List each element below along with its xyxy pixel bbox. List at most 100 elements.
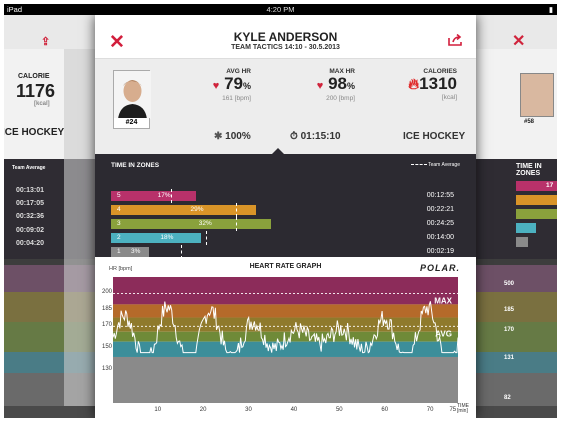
duration: ⏱︎ 01:15:10 bbox=[290, 131, 341, 142]
max-hr-bpm: 200 [bmp] bbox=[326, 95, 355, 102]
zone-bar-1: 1 3% bbox=[111, 247, 149, 257]
close-icon: ✕ bbox=[512, 33, 526, 50]
bg-zone-pct: 17 bbox=[546, 182, 554, 189]
bg-time: 00:13:01 bbox=[16, 187, 45, 194]
session-subtitle: TEAM TACTICS 14:10 - 30.5.2013 bbox=[231, 44, 340, 51]
team-average-marker bbox=[180, 245, 182, 259]
bg-time: 00:09:02 bbox=[16, 227, 45, 234]
bg-time: 00:17:05 bbox=[16, 200, 45, 207]
zone-number: 2 bbox=[117, 234, 121, 241]
team-average-marker bbox=[170, 189, 172, 203]
y-tick-label: 130 bbox=[101, 366, 112, 373]
status-bar: iPad 4:20 PM ▮ bbox=[4, 4, 557, 15]
player-number: #24 bbox=[113, 118, 150, 129]
bg-zone-bar bbox=[516, 195, 557, 205]
zone-bar-4: 4 29% bbox=[111, 205, 256, 215]
max-hr-stat: MAX HR ♥ 98% 200 [bmp] bbox=[295, 68, 355, 102]
bg-hr-tick: 170 bbox=[504, 327, 515, 333]
clock: 4:20 PM bbox=[266, 5, 295, 14]
zone-bar-2: 2 18% bbox=[111, 233, 201, 243]
y-tick-label: 200 bbox=[101, 289, 112, 296]
bg-zones-title: TIME IN ZONES bbox=[516, 163, 542, 177]
close-button[interactable]: ✕ bbox=[109, 32, 125, 53]
background-card-right[interactable]: ✕ #58 TIME IN ZONES 17 500 185 170 131 8… bbox=[476, 15, 557, 418]
team-average-marker bbox=[205, 231, 207, 245]
max-label: MAX bbox=[434, 296, 452, 305]
zone-time: 00:14:00 bbox=[426, 234, 454, 241]
bg-hr-tick: 131 bbox=[504, 355, 515, 361]
team-average-marker bbox=[235, 203, 237, 217]
hr-zone-band bbox=[113, 304, 458, 318]
hr-zone-band bbox=[113, 277, 458, 305]
bg-avatar bbox=[520, 73, 554, 117]
bg-sport: ICE HOCKEY bbox=[4, 127, 65, 138]
calories-value: 1310 bbox=[419, 74, 457, 93]
zone-time: 00:24:25 bbox=[426, 220, 454, 227]
flame-icon: 🔥︎ bbox=[408, 76, 420, 93]
device-label: iPad bbox=[7, 5, 23, 14]
avg-label: AVG bbox=[435, 329, 452, 338]
avatar bbox=[113, 70, 151, 119]
hr-zone-band bbox=[113, 356, 458, 403]
max-hr-percent: % bbox=[346, 81, 355, 91]
x-unit-time: TIME bbox=[457, 403, 469, 409]
battery-icon: ▮ bbox=[548, 5, 553, 14]
share-icon: ⇪ bbox=[41, 36, 51, 48]
x-tick-label: 10 bbox=[154, 407, 162, 413]
avg-hr-bpm: 161 [bpm] bbox=[222, 95, 251, 102]
time-in-zones-panel: TIME IN ZONES Team Average 5 17% 00:12:55 4… bbox=[95, 154, 476, 259]
y-tick-label: 185 bbox=[101, 305, 112, 312]
training-load: ✱ 100% bbox=[214, 131, 251, 142]
team-average-marker bbox=[235, 217, 237, 231]
athlete-name: KYLE ANDERSON bbox=[233, 30, 338, 44]
zone-percent: 17% bbox=[157, 192, 171, 199]
sport-label: ICE HOCKEY bbox=[403, 131, 466, 142]
hr-trace bbox=[113, 301, 458, 354]
zone-number: 1 bbox=[117, 248, 121, 255]
athlete-detail-modal: ✕ KYLE ANDERSON TEAM TACTICS 14:10 - 30.… bbox=[95, 15, 476, 418]
bg-calorie-unit: [kcal] bbox=[34, 101, 50, 107]
bg-team-average: Team Average bbox=[12, 165, 46, 171]
x-tick-label: 70 bbox=[426, 407, 434, 413]
bg-calorie-value: 1176 bbox=[16, 81, 56, 101]
calories-unit: [kcal] bbox=[441, 94, 457, 101]
share-icon[interactable] bbox=[448, 34, 462, 46]
calories-stat: CALORIES 🔥︎1310 [kcal] bbox=[395, 68, 457, 101]
max-hr-label: MAX HR bbox=[329, 68, 355, 75]
zone-percent: 29% bbox=[190, 206, 204, 213]
bg-player-number: #58 bbox=[524, 119, 535, 125]
bg-hr-tick: 82 bbox=[504, 395, 511, 401]
calories-label: CALORIES bbox=[423, 68, 457, 75]
zone-time: 00:12:55 bbox=[426, 192, 454, 199]
x-tick-label: 60 bbox=[381, 407, 389, 413]
x-unit-min: [min] bbox=[457, 408, 468, 414]
bg-zone-bar bbox=[516, 237, 528, 247]
bg-time: 00:32:36 bbox=[16, 213, 45, 220]
x-tick-label: 40 bbox=[290, 407, 298, 413]
legend-label: Team Average bbox=[428, 162, 460, 168]
zone-percent: 3% bbox=[131, 248, 141, 255]
bg-time: 00:04:20 bbox=[16, 240, 45, 247]
heart-icon: ♥ bbox=[212, 80, 220, 92]
x-tick-label: 20 bbox=[199, 407, 207, 413]
duration-value: 01:15:10 bbox=[300, 131, 341, 142]
zone-number: 5 bbox=[117, 192, 121, 199]
y-tick-label: 150 bbox=[101, 344, 112, 351]
zone-percent: 18% bbox=[160, 234, 174, 241]
zones-title: TIME IN ZONES bbox=[111, 162, 160, 169]
bg-zone-bar bbox=[516, 223, 536, 233]
hr-plot: MAX AVG bbox=[113, 277, 458, 403]
zone-bar-3: 3 32% bbox=[111, 219, 271, 229]
x-tick-label: 50 bbox=[335, 407, 343, 413]
hr-zone-band bbox=[113, 317, 458, 332]
stopwatch-icon: ⏱︎ bbox=[290, 131, 298, 142]
bg-zone-bar bbox=[516, 209, 557, 219]
zone-time: 00:02:19 bbox=[426, 248, 454, 255]
zone-bar-5: 5 17% bbox=[111, 191, 196, 201]
athlete-list[interactable] bbox=[64, 49, 95, 406]
polar-logo: POLAR. bbox=[419, 263, 460, 273]
bg-hr-tick: 500 bbox=[504, 281, 515, 287]
ipad-screen: iPad 4:20 PM ▮ ⇪ CALORIE 1176 [kcal] ICE… bbox=[4, 4, 557, 418]
bg-hr-tick: 185 bbox=[504, 307, 515, 313]
x-tick-label: 30 bbox=[245, 407, 252, 413]
